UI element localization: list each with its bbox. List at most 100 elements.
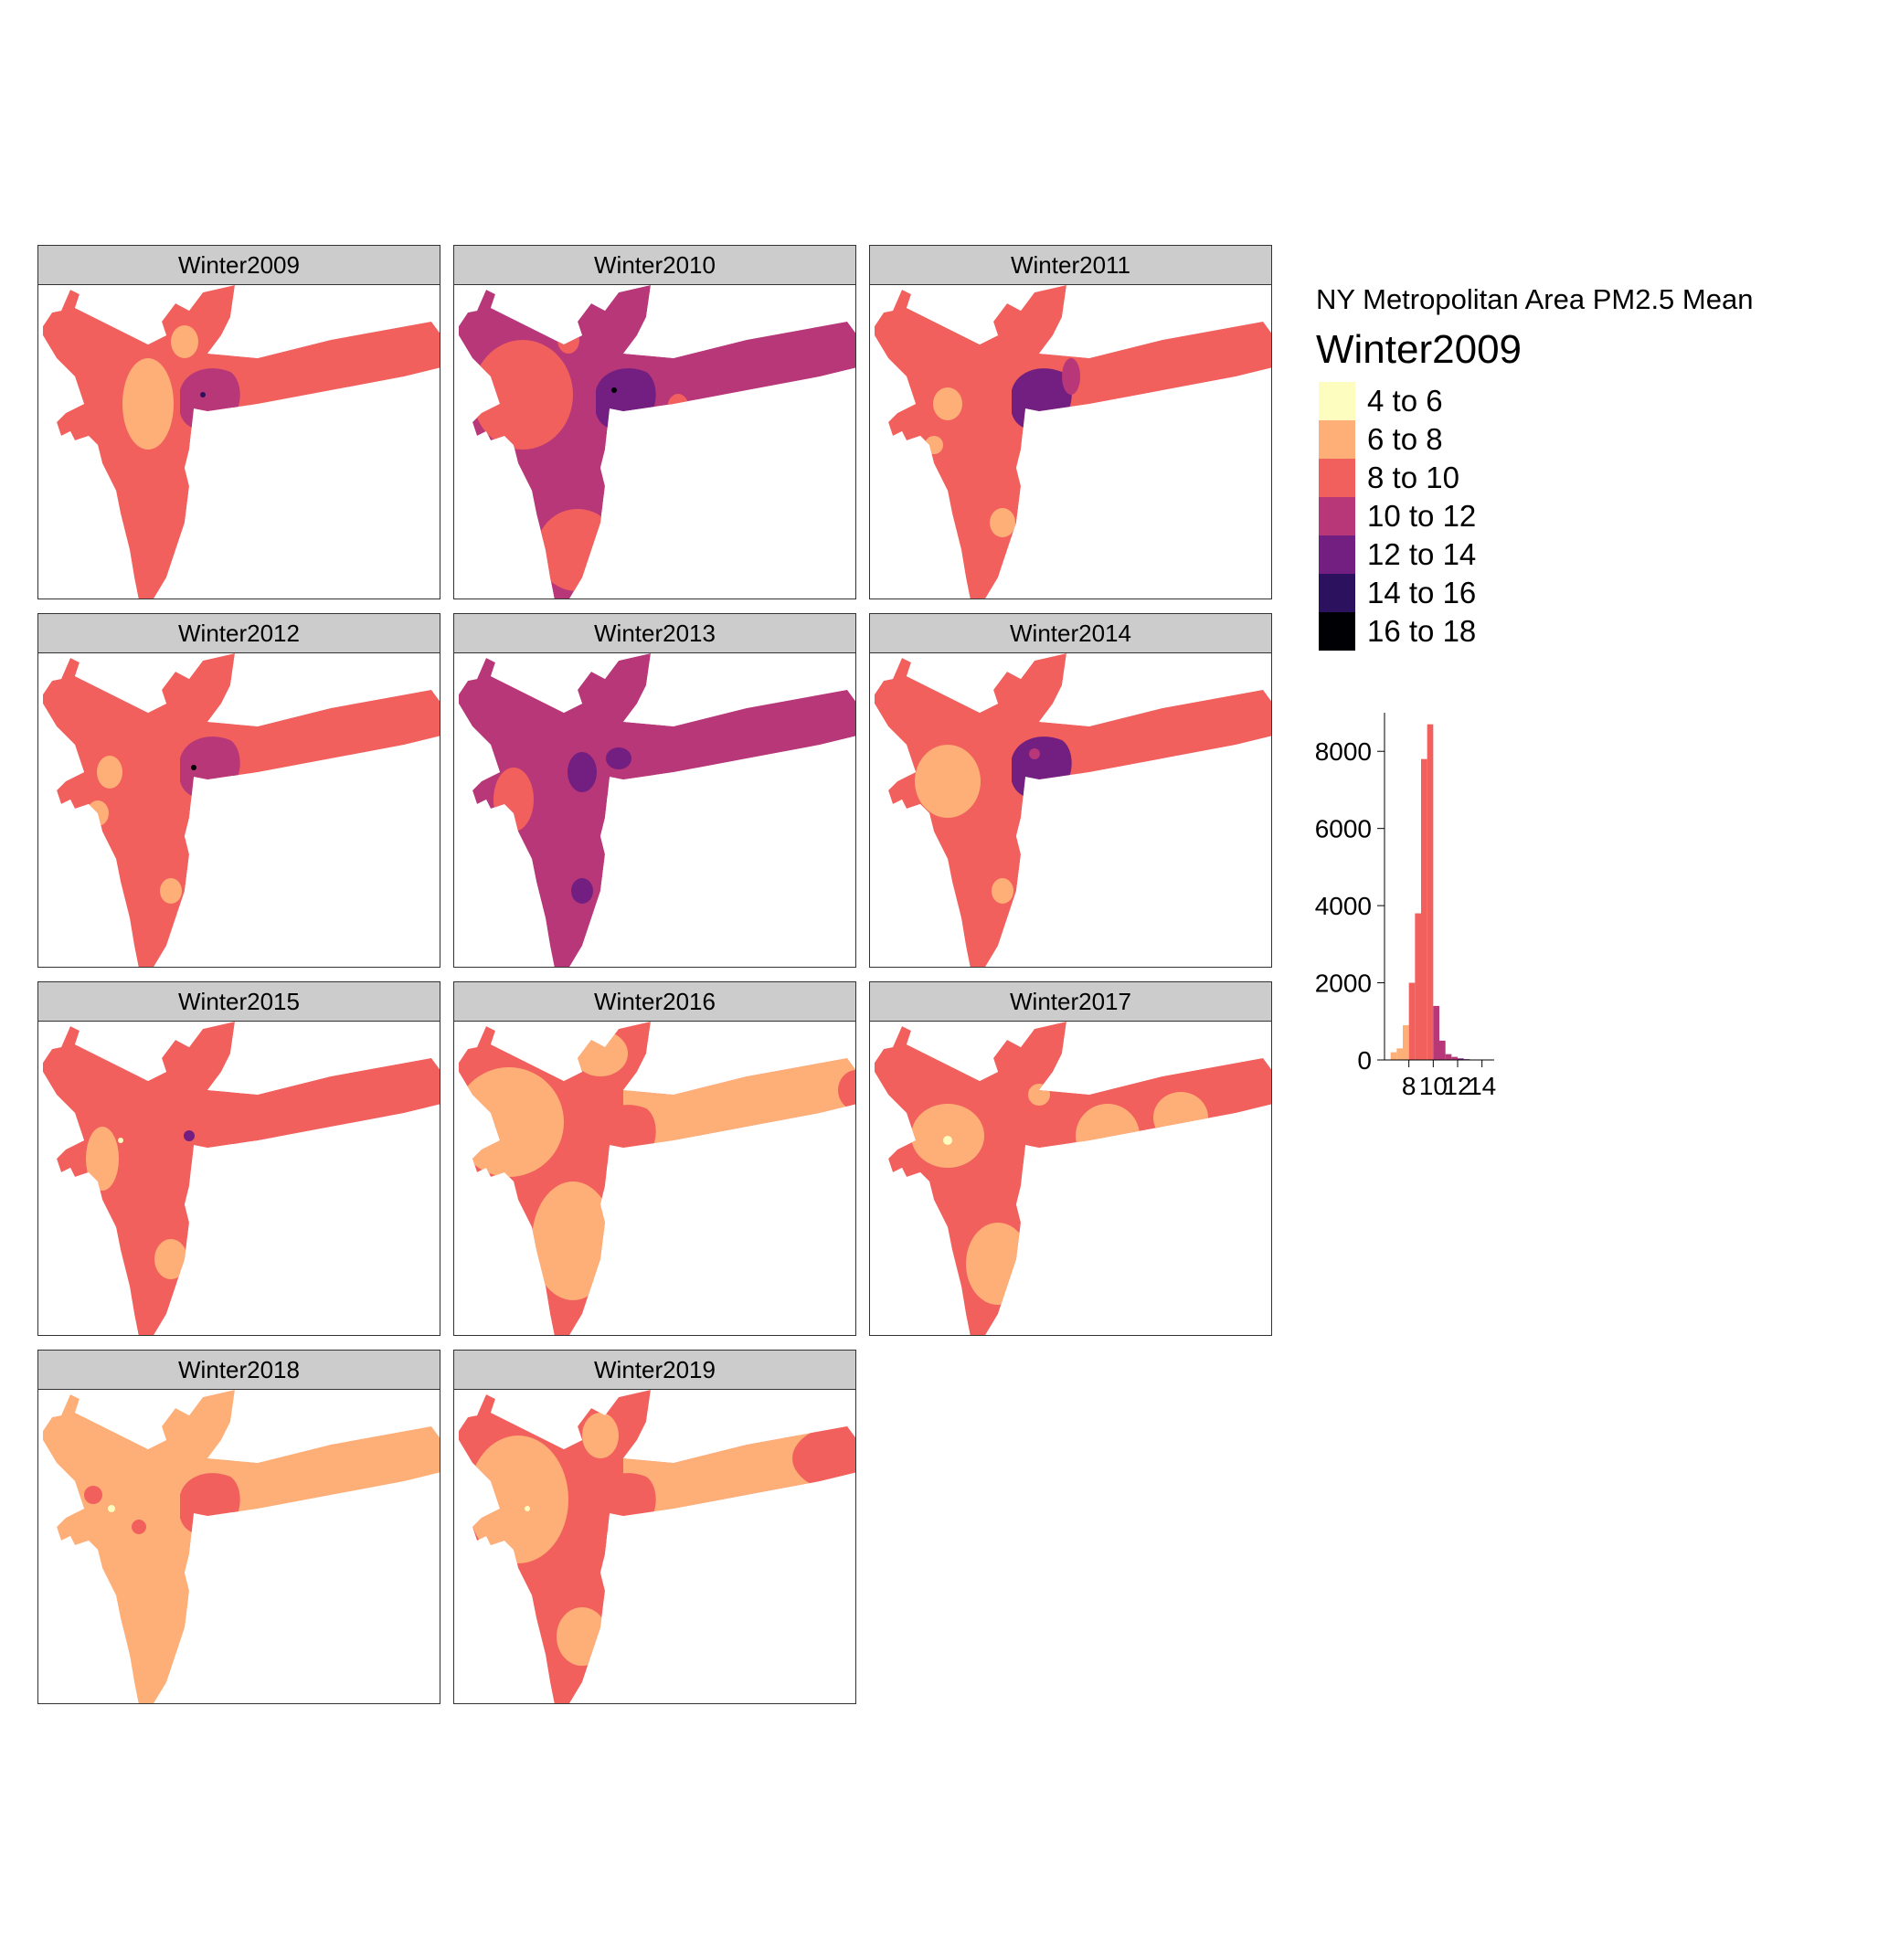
y-tick-label: 4000: [1315, 892, 1372, 920]
east-arm-fill: [623, 1058, 855, 1148]
panel-strip-label: Winter2018: [37, 1350, 440, 1390]
panel-strip-label: Winter2013: [453, 613, 856, 653]
value-patch: [606, 747, 631, 769]
histogram-bar: [1403, 1025, 1409, 1060]
histogram-bar: [1427, 724, 1434, 1060]
value-patch: [184, 1130, 195, 1141]
east-arm-fill: [623, 690, 855, 779]
value-patch: [493, 768, 534, 832]
facet-panel: Winter2013: [453, 613, 856, 968]
value-patch: [86, 1127, 119, 1191]
facet-panel: Winter2018: [37, 1350, 440, 1704]
value-patch: [915, 745, 981, 818]
pm25-map: [459, 653, 855, 967]
pm25-map: [43, 653, 440, 967]
map-frame: [869, 284, 1272, 599]
facet-panel: Winter2009: [37, 245, 440, 599]
pm25-map: [875, 285, 1271, 599]
histogram-bar: [1396, 1048, 1403, 1060]
value-patch: [536, 509, 619, 591]
x-tick-label: 10: [1419, 1072, 1448, 1100]
value-patch: [520, 392, 535, 407]
legend-item: 14 to 16: [1316, 574, 1828, 612]
histogram-bar: [1439, 1040, 1446, 1060]
value-patch: [97, 756, 122, 789]
x-tick-label: 12: [1443, 1072, 1471, 1100]
histogram-bar: [1408, 982, 1416, 1060]
value-patch: [171, 325, 198, 358]
facet-panel: Winter2015: [37, 981, 440, 1336]
legend-swatch: [1319, 459, 1355, 497]
value-patch: [990, 508, 1015, 537]
pm25-map: [459, 285, 855, 599]
value-patch: [966, 1223, 1030, 1305]
facet-panel: Winter2012: [37, 613, 440, 968]
panel-strip-label: Winter2014: [869, 613, 1272, 653]
east-arm-fill: [207, 322, 440, 411]
pm25-map: [43, 285, 440, 599]
legend-swatch: [1319, 535, 1355, 574]
value-patch: [933, 387, 962, 420]
value-patch: [925, 436, 943, 454]
east-arm-fill: [207, 1058, 440, 1148]
east-arm-fill: [623, 322, 855, 411]
value-patch: [200, 392, 206, 397]
legend-swatch: [1319, 612, 1355, 651]
value-patch: [582, 1413, 619, 1458]
legend-swatch: [1319, 574, 1355, 612]
value-patch: [132, 1520, 146, 1534]
east-arm-fill: [1039, 690, 1271, 779]
value-patch: [1062, 358, 1080, 395]
panel-strip-label: Winter2015: [37, 981, 440, 1022]
panel-strip-label: Winter2011: [869, 245, 1272, 285]
pm25-map: [459, 1022, 855, 1335]
legend-label: 12 to 14: [1367, 537, 1477, 571]
legend-label: 14 to 16: [1367, 576, 1477, 609]
panel-strip-label: Winter2019: [453, 1350, 856, 1390]
panel-strip-label: Winter2012: [37, 613, 440, 653]
value-patch: [1076, 1104, 1140, 1168]
facet-panel: Winter2014: [869, 613, 1272, 968]
east-arm-fill: [207, 1426, 440, 1516]
legend-swatch: [1319, 497, 1355, 535]
legend-item: 10 to 12: [1316, 497, 1828, 535]
y-tick-label: 0: [1357, 1046, 1372, 1075]
map-frame: [453, 652, 856, 968]
map-frame: [869, 1021, 1272, 1336]
value-patch: [568, 752, 597, 792]
value-patch: [125, 1545, 189, 1691]
histogram-bar: [1421, 758, 1427, 1060]
pm25-map: [43, 1390, 440, 1703]
value-patch: [191, 765, 196, 770]
value-patch: [532, 1181, 614, 1300]
y-tick-label: 6000: [1315, 815, 1372, 843]
core-fill: [180, 736, 240, 799]
value-patch: [667, 394, 689, 423]
histogram-bar: [1433, 1005, 1439, 1060]
pm25-map: [43, 1022, 440, 1335]
value-patch: [573, 1031, 628, 1076]
east-arm-fill: [207, 690, 440, 779]
y-tick-label: 8000: [1315, 737, 1372, 766]
value-patch: [468, 1436, 568, 1563]
value-patch: [992, 878, 1013, 904]
map-frame: [453, 1389, 856, 1704]
value-patch: [108, 1505, 115, 1512]
histogram-bar: [1415, 913, 1421, 1060]
value-patch: [118, 1138, 123, 1143]
panel-strip-label: Winter2016: [453, 981, 856, 1022]
core-fill: [180, 1473, 240, 1535]
value-patch: [154, 1239, 187, 1279]
y-tick-label: 2000: [1315, 969, 1372, 998]
value-patch: [566, 1527, 580, 1545]
facet-panel: Winter2010: [453, 245, 856, 599]
map-frame: [453, 1021, 856, 1336]
legend-item: 8 to 10: [1316, 459, 1828, 497]
value-patch: [1153, 1092, 1208, 1143]
facet-panel: Winter2017: [869, 981, 1272, 1336]
pm25-map: [459, 1390, 855, 1703]
facet-panel: Winter2011: [869, 245, 1272, 599]
pm25-map: [875, 653, 1271, 967]
legend-subtitle: Winter2009: [1316, 327, 1523, 372]
